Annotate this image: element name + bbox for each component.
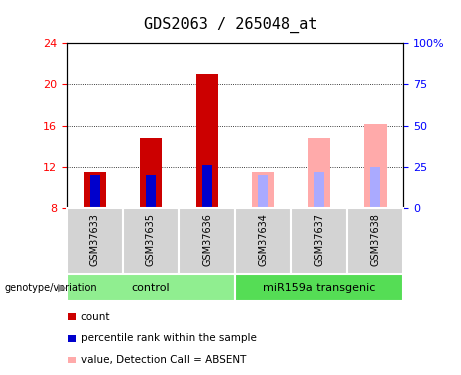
Bar (370, 167, 380, 208)
Text: GSM37633: GSM37633 (90, 213, 100, 266)
Bar (90, 175, 100, 208)
Text: count: count (81, 312, 110, 321)
Bar (308, 138, 331, 208)
Text: GSM37638: GSM37638 (370, 213, 380, 266)
Bar (83, 172, 106, 208)
Text: GSM37636: GSM37636 (202, 213, 212, 266)
Bar (67, 274, 235, 302)
Bar (179, 208, 235, 274)
Bar (348, 208, 403, 274)
Text: genotype/variation: genotype/variation (5, 283, 97, 293)
Bar (123, 208, 179, 274)
Bar (140, 138, 162, 208)
Text: GSM37634: GSM37634 (258, 213, 268, 266)
Text: control: control (132, 283, 170, 293)
Bar (146, 175, 156, 208)
Bar (364, 124, 386, 208)
Text: GSM37637: GSM37637 (314, 213, 324, 266)
Text: value, Detection Call = ABSENT: value, Detection Call = ABSENT (81, 355, 246, 365)
Bar (235, 274, 403, 302)
Text: GSM37635: GSM37635 (146, 213, 156, 266)
Bar (314, 172, 324, 208)
Bar (235, 208, 291, 274)
Bar (67, 208, 123, 274)
Text: ▶: ▶ (58, 283, 66, 293)
Text: percentile rank within the sample: percentile rank within the sample (81, 333, 257, 343)
Text: miR159a transgenic: miR159a transgenic (263, 283, 375, 293)
Bar (252, 172, 274, 208)
Bar (202, 165, 212, 208)
Bar (196, 74, 218, 208)
Text: GDS2063 / 265048_at: GDS2063 / 265048_at (144, 17, 317, 33)
Bar (291, 208, 347, 274)
Bar (258, 175, 268, 208)
